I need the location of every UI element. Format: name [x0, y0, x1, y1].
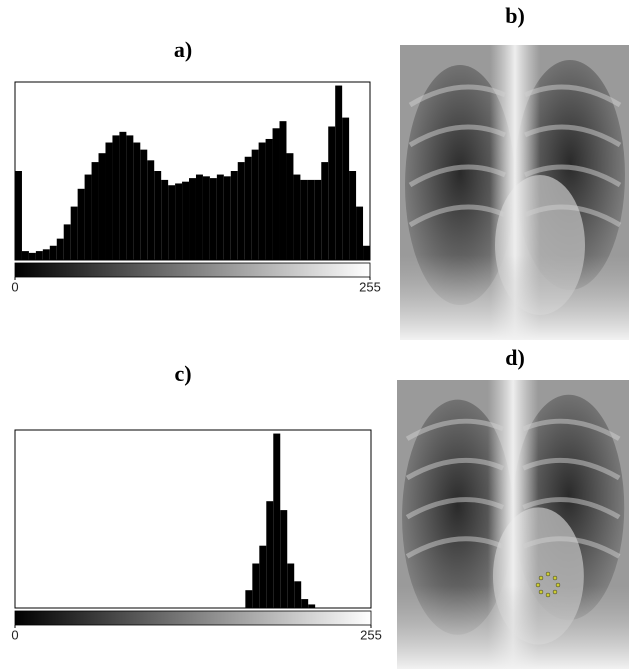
bar: [286, 153, 293, 260]
bar: [280, 510, 287, 608]
image-d: [397, 380, 629, 669]
chart-title: a): [174, 37, 192, 62]
bar: [342, 118, 349, 260]
page: {"chart_data": [ {"type": "histogram", "…: [0, 0, 629, 669]
x-tick-label: 0: [11, 279, 18, 294]
bar: [259, 546, 266, 608]
bar: [224, 176, 231, 260]
bar: [307, 180, 314, 260]
x-tick-label: 0: [11, 627, 18, 642]
bar: [301, 599, 308, 608]
bar: [245, 590, 252, 608]
bar: [50, 246, 57, 260]
bar: [92, 162, 99, 260]
bar: [15, 171, 22, 260]
bar: [154, 171, 161, 260]
bar: [252, 150, 259, 260]
bar: [259, 143, 266, 260]
bar: [119, 132, 126, 260]
panel-label: b): [505, 3, 525, 28]
x-tick-label: 255: [359, 279, 381, 294]
bar: [22, 251, 29, 260]
panel-label: d): [505, 345, 525, 370]
bar: [300, 180, 307, 260]
bar: [321, 162, 328, 260]
bar: [266, 139, 273, 260]
bar: [238, 162, 245, 260]
bar: [147, 160, 154, 260]
chart-title: c): [174, 361, 191, 386]
bar: [78, 189, 85, 260]
bar: [328, 127, 335, 261]
bar: [356, 207, 363, 260]
bar: [293, 175, 300, 260]
bar: [71, 207, 78, 260]
bar: [126, 135, 133, 260]
bar: [57, 239, 64, 260]
bar: [335, 86, 342, 260]
bar: [245, 157, 252, 260]
bar: [175, 183, 182, 260]
x-tick-label: 255: [360, 627, 382, 642]
bar: [196, 175, 203, 260]
bar: [210, 178, 217, 260]
bar: [182, 182, 189, 260]
bar: [308, 604, 315, 608]
bar: [189, 178, 196, 260]
bar: [314, 180, 321, 260]
plot-frame: [15, 430, 371, 608]
bar: [252, 564, 259, 609]
bar: [280, 121, 287, 260]
bar: [287, 564, 294, 609]
image-b: [400, 45, 629, 340]
bar: [85, 175, 92, 260]
bar: [29, 253, 36, 260]
bar: [294, 581, 301, 608]
bar: [273, 434, 280, 608]
bar: [349, 171, 356, 260]
bar: [273, 128, 280, 260]
bar: [203, 176, 210, 260]
colorbar: [15, 263, 370, 277]
figure: b) d) a) 0 255 c) 0 255: [0, 0, 629, 669]
colorbar: [15, 611, 371, 625]
bar: [266, 501, 273, 608]
bar: [231, 171, 238, 260]
bar: [36, 251, 43, 260]
bar: [133, 143, 140, 260]
bar: [140, 150, 147, 260]
bar: [217, 175, 224, 260]
bar: [363, 246, 370, 260]
bar: [168, 185, 175, 260]
bar: [161, 180, 168, 260]
bar: [105, 143, 112, 260]
bar: [112, 135, 119, 260]
bar: [43, 249, 50, 260]
bar: [99, 153, 106, 260]
bar: [64, 224, 71, 260]
